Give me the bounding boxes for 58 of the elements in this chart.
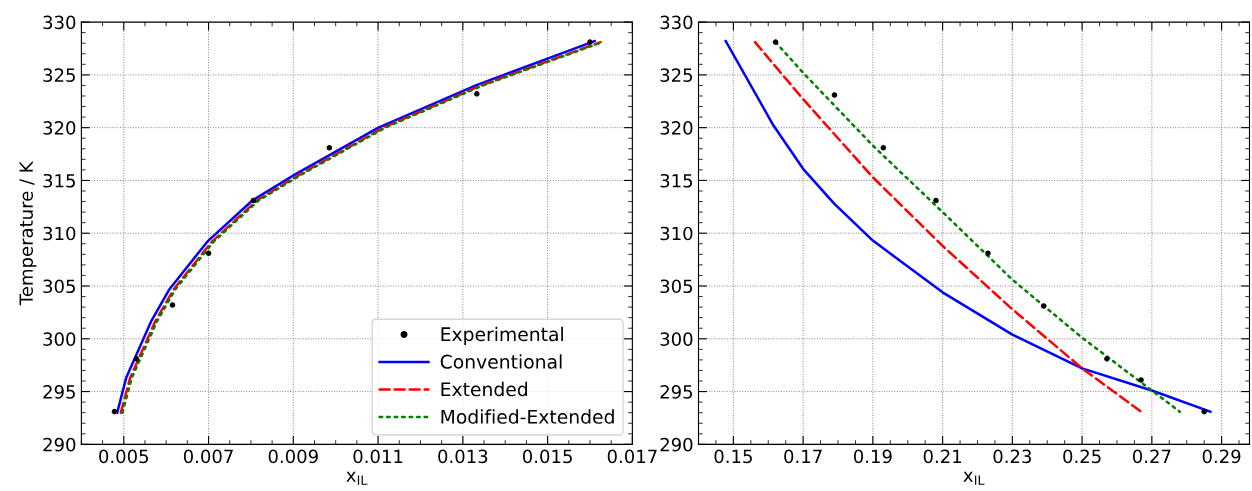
- point: [1040, 303, 1047, 309]
- point: [250, 197, 257, 204]
- y-tick-label: 325: [43, 68, 75, 82]
- y-tick-label: 295: [43, 385, 75, 399]
- legend-label: Experimental: [441, 326, 563, 345]
- x-tick-label: 0.15: [714, 449, 752, 464]
- point: [587, 39, 593, 45]
- x-tick-label: 0.015: [522, 449, 572, 464]
- x-tick-label: 0.23: [993, 449, 1032, 464]
- y-tick-label: 310: [43, 226, 76, 241]
- y-tick-label: 290: [660, 437, 693, 452]
- legend-label: Modified-Extended: [441, 409, 614, 424]
- y-tick-label: 310: [660, 226, 693, 241]
- y-axis-title: Temperature / K: [19, 160, 37, 306]
- y-tick-label: 330: [43, 15, 76, 30]
- point: [880, 144, 887, 151]
- x-tick-label: 0.013: [438, 449, 488, 464]
- y-tick-label: 325: [660, 68, 693, 82]
- x-tick-label: 0.017: [607, 449, 657, 464]
- point: [772, 39, 779, 45]
- point: [205, 250, 212, 257]
- x-tick-label: 0.21: [923, 449, 962, 464]
- point: [133, 356, 140, 362]
- x-axis-title: x$_{IL}$: [346, 471, 368, 485]
- point: [1138, 377, 1144, 383]
- line-series: [724, 39, 1212, 413]
- y-tick-label: 320: [660, 121, 693, 135]
- x-tick-label: 0.011: [353, 449, 403, 464]
- y-tick-label: 290: [43, 437, 76, 452]
- y-tick-label: 330: [660, 15, 693, 30]
- point: [474, 91, 480, 97]
- x-tick-label: 0.27: [1132, 449, 1171, 464]
- y-tick-label: 305: [43, 279, 75, 294]
- x-tick-label: 0.005: [99, 449, 149, 464]
- x-tick-label: 0.29: [1202, 449, 1241, 464]
- y-tick-label: 300: [660, 332, 693, 346]
- point: [1201, 408, 1207, 415]
- legend-label: Extended: [441, 381, 528, 397]
- x-axis-title: x$_{IL}$: [963, 471, 985, 485]
- y-tick-label: 305: [660, 279, 693, 294]
- point: [169, 302, 176, 308]
- y-tick-label: 300: [43, 332, 76, 346]
- y-tick-label: 315: [43, 173, 75, 188]
- point: [111, 408, 118, 415]
- x-tick-label: 0.17: [784, 449, 822, 464]
- legend-label: Conventional: [440, 354, 562, 369]
- x-tick-label: 0.19: [853, 449, 892, 464]
- x-tick-label: 0.009: [268, 449, 318, 464]
- y-tick-label: 295: [660, 385, 693, 399]
- y-tick-label: 320: [43, 121, 76, 135]
- x-tick-label: 0.007: [183, 449, 233, 464]
- point: [933, 197, 939, 204]
- point: [1104, 356, 1110, 362]
- point: [326, 144, 333, 151]
- point: [831, 92, 838, 98]
- point: [985, 250, 991, 257]
- y-tick-label: 315: [660, 173, 693, 188]
- x-tick-label: 0.25: [1063, 449, 1101, 464]
